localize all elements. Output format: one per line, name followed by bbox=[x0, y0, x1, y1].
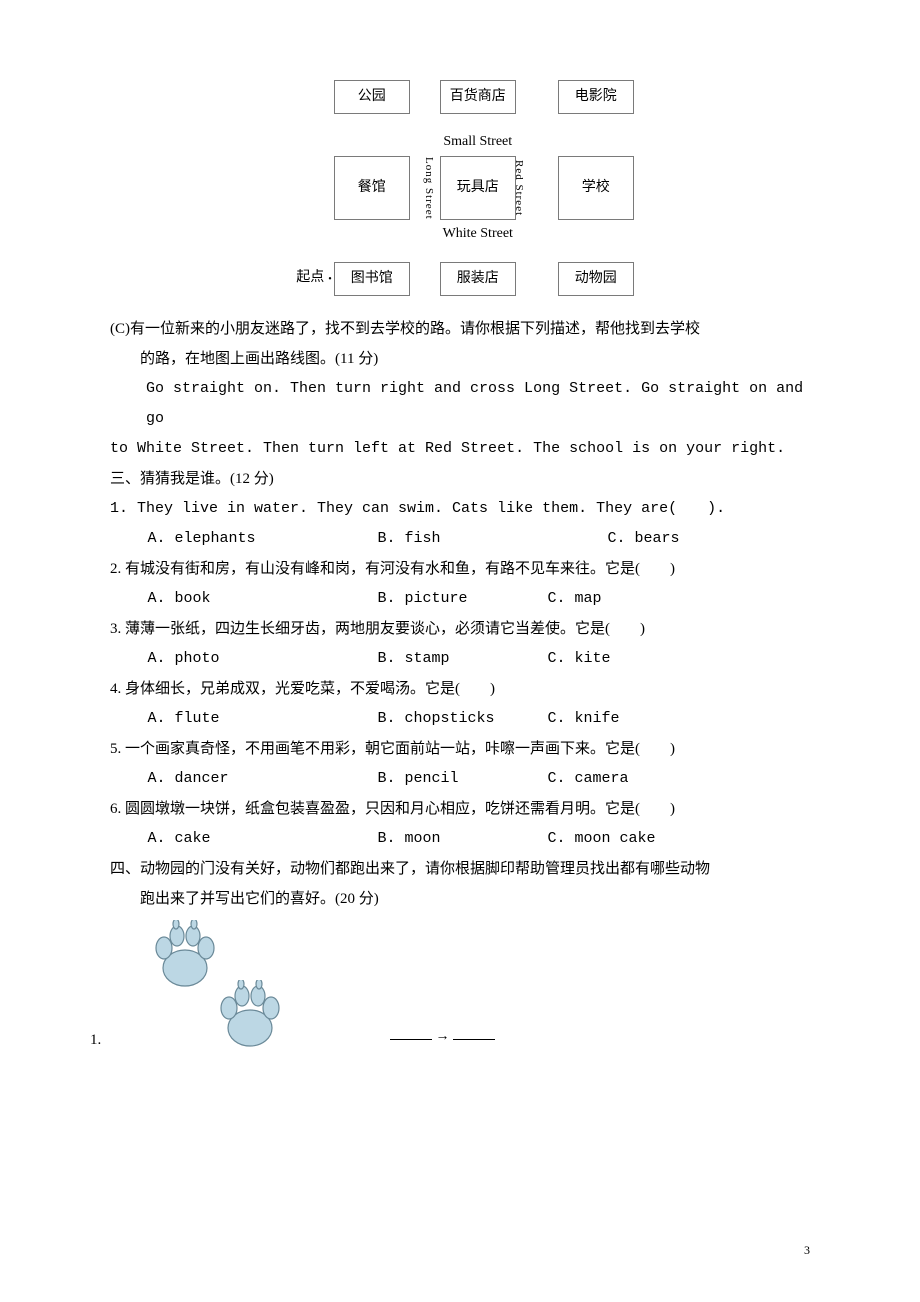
q2-c[interactable]: C. map bbox=[548, 584, 602, 614]
map-cell-school: 学校 bbox=[558, 157, 633, 220]
q1-c[interactable]: C. bears bbox=[608, 524, 680, 554]
q2-a[interactable]: A. book bbox=[148, 584, 378, 614]
q5-stem: 5. 一个画家真奇怪，不用画笔不用彩，朝它面前站一站，咔嚓一声画下来。它是( ) bbox=[110, 734, 820, 764]
q4-stem: 4. 身体细长，兄弟成双，光爱吃菜，不爱喝汤。它是( ) bbox=[110, 674, 820, 704]
map-long-street: Long Street bbox=[426, 157, 440, 220]
q5-b[interactable]: B. pencil bbox=[378, 764, 548, 794]
paw-prints: 1. bbox=[110, 920, 290, 1055]
map-table: 公园 百货商店 电影院 Small Street bbox=[334, 80, 634, 296]
map-start-dot: • bbox=[328, 270, 332, 290]
map-cell-zoo: 动物园 bbox=[558, 262, 633, 295]
q2: 2. 有城没有街和房，有山没有峰和岗，有河没有水和鱼，有路不见车来往。它是( )… bbox=[110, 554, 820, 614]
q3-a[interactable]: A. photo bbox=[148, 644, 378, 674]
map-cell-library: 图书馆 bbox=[334, 262, 409, 295]
page: 起点 • 公园 百货商店 电影院 Small Street bbox=[0, 0, 920, 1302]
q5-choices: A. dancer B. pencil C. camera bbox=[110, 764, 820, 794]
section-4-item1: 1. bbox=[110, 920, 820, 1055]
q4-c[interactable]: C. knife bbox=[548, 704, 620, 734]
map-cell-park: 公园 bbox=[334, 81, 409, 114]
map-cell-clothes-shop: 服装店 bbox=[440, 262, 515, 295]
section-c: (C)有一位新来的小朋友迷路了，找不到去学校的路。请你根据下列描述，帮他找到去学… bbox=[110, 314, 820, 464]
q1-b[interactable]: B. fish bbox=[378, 524, 608, 554]
map-cell-cinema: 电影院 bbox=[558, 81, 633, 114]
q2-stem: 2. 有城没有街和房，有山没有峰和岗，有河没有水和鱼，有路不见车来往。它是( ) bbox=[110, 554, 820, 584]
map-cell-toy-shop: 玩具店 bbox=[440, 157, 515, 220]
map-red-street: Red Street bbox=[516, 160, 530, 216]
arrow-icon: → bbox=[436, 1029, 450, 1044]
map-inner: 起点 • 公园 百货商店 电影院 Small Street bbox=[296, 80, 634, 296]
q2-choices: A. book B. picture C. map bbox=[110, 584, 820, 614]
item1-number: 1. bbox=[90, 1025, 101, 1055]
q1-a[interactable]: A. elephants bbox=[148, 524, 378, 554]
map-start-label: 起点 bbox=[296, 264, 324, 292]
q3-c[interactable]: C. kite bbox=[548, 644, 611, 674]
q4-b[interactable]: B. chopsticks bbox=[378, 704, 548, 734]
q1-stem: 1. They live in water. They can swim. Ca… bbox=[110, 494, 820, 524]
q5: 5. 一个画家真奇怪，不用画笔不用彩，朝它面前站一站，咔嚓一声画下来。它是( )… bbox=[110, 734, 820, 794]
section-4-line2: 跑出来了并写出它们的喜好。(20 分) bbox=[110, 884, 820, 914]
q3-b[interactable]: B. stamp bbox=[378, 644, 548, 674]
map-small-street: Small Street bbox=[440, 128, 515, 157]
paw-icon bbox=[215, 980, 285, 1052]
section-c-line2: 的路，在地图上画出路线图。(11 分) bbox=[140, 351, 378, 367]
blank-1[interactable] bbox=[390, 1026, 432, 1040]
q3-stem: 3. 薄薄一张纸，四边生长细牙齿，两地朋友要谈心，必须请它当差使。它是( ) bbox=[110, 614, 820, 644]
q4-choices: A. flute B. chopsticks C. knife bbox=[110, 704, 820, 734]
q4: 4. 身体细长，兄弟成双，光爱吃菜，不爱喝汤。它是( ) A. flute B.… bbox=[110, 674, 820, 734]
map-figure: 起点 • 公园 百货商店 电影院 Small Street bbox=[110, 80, 820, 296]
q6-c[interactable]: C. moon cake bbox=[548, 824, 656, 854]
map-cell-restaurant: 餐馆 bbox=[334, 157, 409, 220]
map-cell-dept-store: 百货商店 bbox=[440, 81, 515, 114]
q6-a[interactable]: A. cake bbox=[148, 824, 378, 854]
section-c-line1: (C)有一位新来的小朋友迷路了，找不到去学校的路。请你根据下列描述，帮他找到去学… bbox=[110, 321, 700, 337]
section-4-line1: 四、动物园的门没有关好，动物们都跑出来了，请你根据脚印帮助管理员找出都有哪些动物 bbox=[110, 854, 820, 884]
section-c-passage-line2: to White Street. Then turn left at Red S… bbox=[110, 440, 785, 457]
blank-2[interactable] bbox=[453, 1026, 495, 1040]
section-c-passage-line1: Go straight on. Then turn right and cros… bbox=[146, 380, 803, 427]
q6-stem: 6. 圆圆墩墩一块饼，纸盒包装喜盈盈，只因和月心相应，吃饼还需看月明。它是( ) bbox=[110, 794, 820, 824]
q4-a[interactable]: A. flute bbox=[148, 704, 378, 734]
q1-choices: A. elephants B. fish C. bears bbox=[110, 524, 820, 554]
paw-icon bbox=[150, 920, 220, 992]
q5-a[interactable]: A. dancer bbox=[148, 764, 378, 794]
page-number: 3 bbox=[804, 1238, 810, 1262]
q6-b[interactable]: B. moon bbox=[378, 824, 548, 854]
q3-choices: A. photo B. stamp C. kite bbox=[110, 644, 820, 674]
q6-choices: A. cake B. moon C. moon cake bbox=[110, 824, 820, 854]
map-white-street: White Street bbox=[440, 219, 515, 248]
q3: 3. 薄薄一张纸，四边生长细牙齿，两地朋友要谈心，必须请它当差使。它是( ) A… bbox=[110, 614, 820, 674]
section-3-title: 三、猜猜我是谁。(12 分) bbox=[110, 464, 820, 494]
item1-answer-line: → bbox=[390, 1023, 495, 1051]
q5-c[interactable]: C. camera bbox=[548, 764, 629, 794]
q6: 6. 圆圆墩墩一块饼，纸盒包装喜盈盈，只因和月心相应，吃饼还需看月明。它是( )… bbox=[110, 794, 820, 854]
q1: 1. They live in water. They can swim. Ca… bbox=[110, 494, 820, 554]
q2-b[interactable]: B. picture bbox=[378, 584, 548, 614]
